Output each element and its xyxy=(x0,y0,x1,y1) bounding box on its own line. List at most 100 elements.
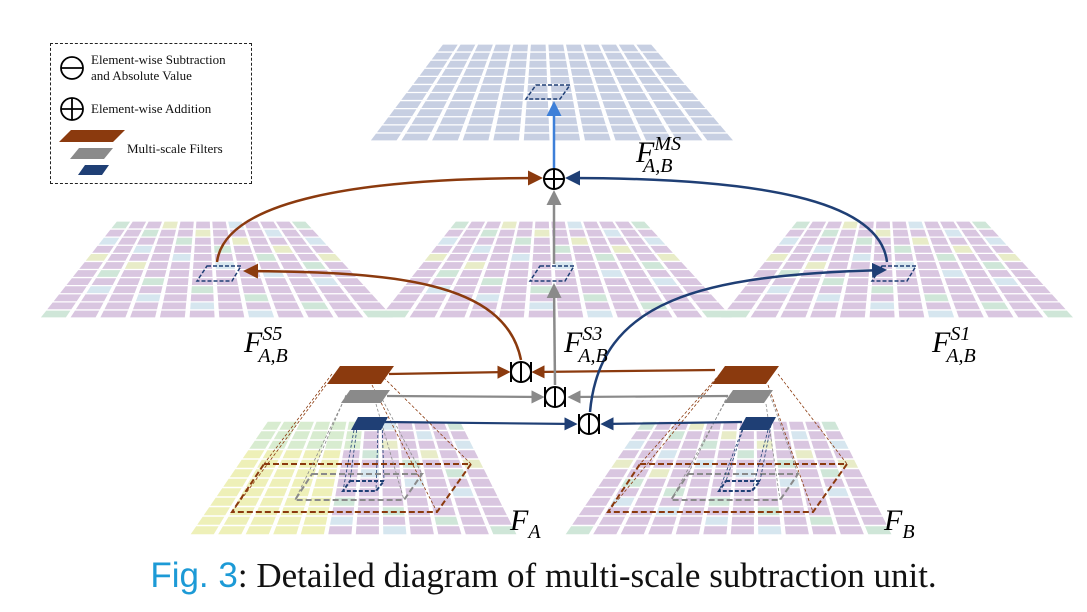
grid-cell xyxy=(618,44,639,52)
grid-cell xyxy=(425,286,451,294)
grid-cell xyxy=(805,497,828,506)
grid-cell xyxy=(409,526,434,535)
grid-cell xyxy=(414,302,443,310)
grid-cell xyxy=(214,245,232,253)
s3-center-cell xyxy=(528,265,576,282)
grid-cell xyxy=(133,245,153,253)
grid-cell xyxy=(424,469,445,478)
grid-cell xyxy=(252,245,273,253)
legend-subtraction-line1: Element-wise Subtraction xyxy=(91,52,226,67)
grid-cell xyxy=(531,270,552,277)
grid-cell xyxy=(757,488,778,497)
grid-cell xyxy=(361,459,379,468)
grid-cell xyxy=(441,262,464,269)
grid-cell xyxy=(172,254,191,261)
grid-cell xyxy=(908,221,924,229)
grid-cell xyxy=(918,270,941,277)
grid-cell xyxy=(615,221,634,229)
grid-cell xyxy=(428,488,450,497)
grid-cell xyxy=(730,526,754,535)
grid-cell xyxy=(465,125,492,133)
grid-cell xyxy=(498,229,515,237)
grid-cell xyxy=(733,294,762,302)
grid-cell xyxy=(817,459,838,468)
grid-cell xyxy=(607,237,627,245)
grid-cell xyxy=(382,478,402,487)
grid-cell xyxy=(409,310,439,318)
subtraction-legend-icon xyxy=(60,56,84,80)
grid-cell xyxy=(837,459,859,468)
grid-cell xyxy=(490,52,509,60)
grid-cell xyxy=(525,109,549,117)
filter-a-scale5 xyxy=(327,366,394,384)
legend-filters-label: Multi-scale Filters xyxy=(127,141,223,156)
grid-cell xyxy=(924,294,949,302)
grid-cell xyxy=(478,497,503,506)
grid-cell xyxy=(217,286,240,294)
figure-reference-link[interactable]: Fig. 3 xyxy=(150,556,238,595)
grid-cell xyxy=(518,221,533,229)
grid-cell xyxy=(47,302,76,310)
grid-cell xyxy=(738,431,754,440)
grid-cell xyxy=(276,254,298,261)
grid-cell xyxy=(577,101,601,108)
grid-cell xyxy=(598,478,623,487)
grid-cell xyxy=(511,254,530,261)
grid-cell xyxy=(468,117,494,125)
grid-cell xyxy=(501,221,517,229)
grid-cell xyxy=(413,77,438,84)
grid-cell xyxy=(925,302,952,310)
grid-cell xyxy=(636,254,659,261)
grid-cell xyxy=(1042,310,1073,318)
grid-cell xyxy=(175,237,193,245)
grid-cell xyxy=(703,526,728,535)
grid-cell xyxy=(740,286,767,294)
grid-cell xyxy=(643,440,664,449)
grid-cell xyxy=(382,488,403,497)
grid-cell xyxy=(489,254,510,261)
grid-cell xyxy=(583,294,608,302)
grid-cell xyxy=(813,302,839,310)
flow-a-scale3 xyxy=(386,390,545,404)
grid-cell xyxy=(681,440,700,449)
grid-cell xyxy=(476,237,495,245)
grid-cell xyxy=(572,516,600,525)
grid-cell xyxy=(992,278,1019,285)
grid-cell xyxy=(643,237,666,245)
flow-s5-to-add xyxy=(215,170,543,263)
grid-cell xyxy=(485,68,505,76)
grid-cell xyxy=(75,302,104,310)
grid-cell xyxy=(454,497,478,506)
grid-cell xyxy=(583,221,600,229)
grid-cell xyxy=(940,221,958,229)
grid-cell xyxy=(793,440,811,449)
grid-cell xyxy=(195,221,211,229)
grid-cell xyxy=(594,254,616,261)
grid-cell xyxy=(359,488,379,497)
grid-cell xyxy=(451,52,472,60)
grid-cell xyxy=(534,229,550,237)
grid-cell xyxy=(673,459,694,468)
grid-cell xyxy=(613,133,642,141)
grid-cell xyxy=(507,270,529,277)
grid-cell xyxy=(894,245,912,253)
grid-cell xyxy=(922,286,946,294)
grid-cell xyxy=(927,229,945,237)
grid-cell xyxy=(603,278,628,285)
grid-cell xyxy=(642,52,664,60)
grid-cell xyxy=(264,229,283,237)
grid-cell xyxy=(439,117,467,125)
grid-cell xyxy=(599,221,617,229)
legend-addition-label: Element-wise Addition xyxy=(91,101,212,116)
grid-cell xyxy=(411,270,437,277)
grid-cell xyxy=(808,431,826,440)
grid-cell xyxy=(203,507,230,516)
grid-cell xyxy=(404,478,425,487)
grid-cell xyxy=(525,117,549,125)
grid-cell xyxy=(486,262,508,269)
grid-cell xyxy=(247,310,275,318)
grid-cell xyxy=(897,294,922,302)
grid-cell xyxy=(255,431,276,440)
legend-addition-row: Element-wise Addition xyxy=(59,96,211,122)
